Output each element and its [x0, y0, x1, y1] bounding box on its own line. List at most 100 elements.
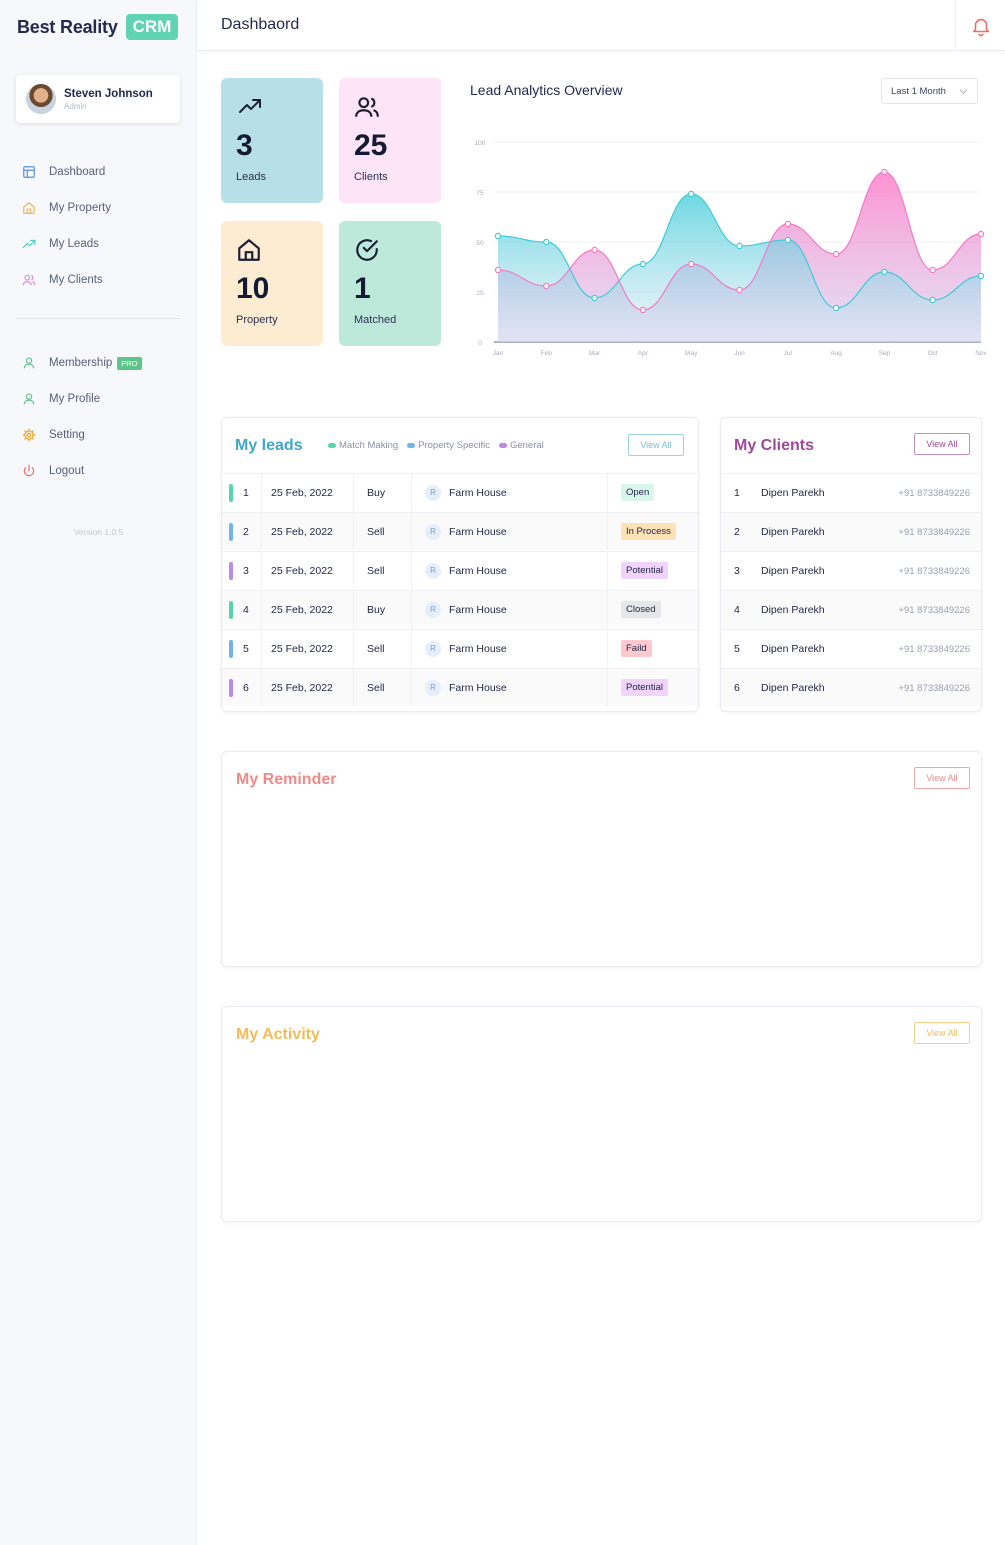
client-phone: +91 8733849226	[898, 604, 970, 616]
client-phone: +91 8733849226	[898, 526, 970, 538]
sidebar-item-label: My Profile	[49, 393, 101, 405]
y-tick-label: 100	[475, 140, 486, 147]
sidebar-item-dashboard[interactable]: Dashboard	[0, 154, 197, 190]
sidebar-item-my-profile[interactable]: My Profile	[0, 381, 197, 417]
table-row[interactable]: 2 25 Feb, 2022 Sell R Farm House In Process	[222, 512, 698, 550]
sidebar-item-label: My Leads	[49, 238, 99, 250]
client-number: 5	[734, 643, 740, 655]
row-status: In Process	[607, 513, 698, 550]
stat-card-clients[interactable]: 25 Clients	[339, 78, 441, 203]
notification-button[interactable]	[955, 0, 1005, 51]
table-row[interactable]: 1 25 Feb, 2022 Buy R Farm House Open	[222, 473, 698, 511]
legend-swatch	[498, 443, 507, 448]
legend-item: General	[498, 440, 544, 451]
client-number: 3	[734, 565, 740, 577]
list-item[interactable]: 3 Dipen Parekh +91 8733849226	[721, 551, 981, 590]
sidebar-item-membership[interactable]: Membership PRO	[0, 345, 197, 381]
list-item[interactable]: 1 Dipen Parekh +91 8733849226	[721, 473, 981, 512]
row-property: R Farm House	[411, 513, 607, 550]
client-name: Dipen Parekh	[761, 487, 825, 499]
series-area	[498, 194, 981, 342]
row-number: 1	[243, 486, 249, 499]
status-badge: Faild	[621, 640, 652, 657]
sidebar-item-label: Membership	[49, 357, 113, 369]
y-tick-label: 25	[476, 290, 484, 297]
data-point	[929, 266, 936, 274]
table-row[interactable]: 3 25 Feb, 2022 Sell R Farm House Potential	[222, 551, 698, 589]
list-item[interactable]: 5 Dipen Parekh +91 8733849226	[721, 629, 981, 668]
stat-value: 3	[236, 129, 253, 162]
row-number: 6	[243, 681, 249, 694]
sidebar-item-label: My Property	[49, 202, 111, 214]
client-number: 2	[734, 526, 740, 538]
sidebar-item-my-leads[interactable]: My Leads	[0, 226, 197, 262]
range-select-value: Last 1 Month	[891, 85, 946, 97]
data-point	[687, 190, 695, 198]
lead-type-indicator	[229, 562, 233, 580]
leads-legend: Match Making Property Specific General	[328, 440, 553, 451]
panel-title: My Reminder	[236, 771, 337, 788]
y-tick-label: 75	[476, 190, 484, 197]
sidebar-item-label: Logout	[49, 465, 85, 477]
row-date: 25 Feb, 2022	[261, 474, 353, 511]
data-point	[784, 236, 791, 244]
data-point	[639, 306, 647, 314]
client-phone: +91 8733849226	[898, 682, 970, 694]
brand-name: Best Reality	[17, 16, 118, 37]
table-row[interactable]: 4 25 Feb, 2022 Buy R Farm House Closed	[222, 590, 698, 628]
sidebar-item-my-property[interactable]: My Property	[0, 190, 197, 226]
row-number: 5	[243, 642, 249, 655]
range-select[interactable]: Last 1 Month	[881, 78, 978, 104]
data-point	[881, 268, 888, 276]
x-tick-label: Oct	[928, 350, 938, 357]
clients-view-all-button[interactable]: View All	[914, 433, 970, 455]
row-date: 25 Feb, 2022	[261, 669, 353, 706]
lead-type-indicator	[229, 640, 233, 658]
data-point	[832, 250, 840, 258]
row-type: Sell	[353, 630, 411, 667]
property-initial: R	[425, 640, 441, 657]
client-phone: +91 8733849226	[898, 565, 970, 577]
sidebar-item-my-clients[interactable]: My Clients	[0, 262, 197, 298]
row-status: Open	[607, 474, 698, 511]
list-item[interactable]: 2 Dipen Parekh +91 8733849226	[721, 512, 981, 551]
user-icon	[22, 392, 36, 406]
client-name: Dipen Parekh	[761, 682, 825, 694]
legend-label: Match Making	[339, 440, 399, 451]
y-tick-label: 50	[476, 240, 484, 247]
stat-card-matched[interactable]: 1 Matched	[339, 221, 441, 346]
leads-view-all-button[interactable]: View All	[628, 434, 684, 456]
data-point	[639, 260, 647, 268]
data-point	[591, 294, 598, 302]
users-icon	[22, 273, 36, 287]
legend-item: Property Specific	[407, 440, 490, 451]
data-point	[591, 246, 598, 254]
activity-view-all-button[interactable]: View All	[914, 1022, 970, 1044]
brand-logo[interactable]: Best Reality CRM	[17, 14, 179, 40]
user-card[interactable]: Steven Johnson Admin	[16, 75, 180, 123]
stat-card-leads[interactable]: 3 Leads	[221, 78, 323, 203]
x-tick-label: Sep	[879, 350, 891, 357]
client-name: Dipen Parekh	[761, 643, 825, 655]
user-role: Admin	[64, 101, 87, 111]
stat-label: Matched	[354, 314, 397, 326]
table-row[interactable]: 6 25 Feb, 2022 Sell R Farm House Potential	[222, 668, 698, 706]
property-initial: R	[425, 601, 441, 618]
data-point	[494, 266, 502, 274]
data-point	[736, 242, 743, 250]
trend-up-icon	[236, 94, 264, 118]
lead-type-indicator	[229, 679, 233, 697]
sidebar-item-logout[interactable]: Logout	[0, 453, 197, 489]
client-number: 1	[734, 487, 740, 499]
property-initial: R	[425, 484, 441, 501]
table-row[interactable]: 5 25 Feb, 2022 Sell R Farm House Faild	[222, 629, 698, 667]
list-item[interactable]: 6 Dipen Parekh +91 8733849226	[721, 668, 981, 707]
sidebar-item-setting[interactable]: Setting	[0, 417, 197, 453]
x-tick-label: Apr	[638, 350, 649, 357]
chevron-down-icon	[959, 89, 968, 95]
reminder-view-all-button[interactable]: View All	[914, 767, 970, 789]
data-point	[687, 260, 695, 268]
list-item[interactable]: 4 Dipen Parekh +91 8733849226	[721, 590, 981, 629]
stat-card-property[interactable]: 10 Property	[221, 221, 323, 346]
row-type: Buy	[353, 474, 411, 511]
